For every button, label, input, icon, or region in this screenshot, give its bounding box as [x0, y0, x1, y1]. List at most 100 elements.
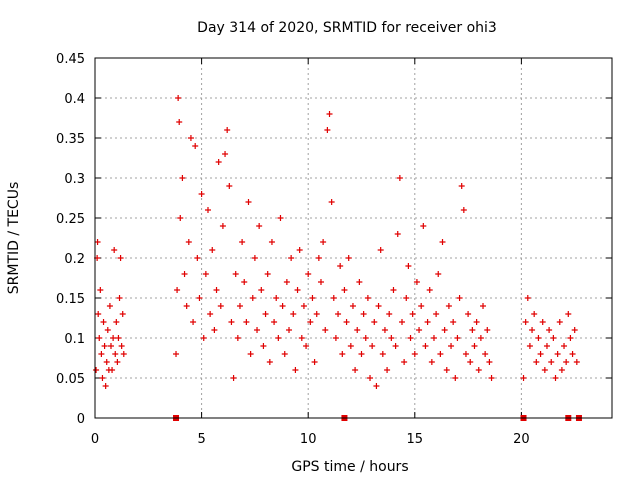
data-point: [113, 319, 120, 325]
data-point: [352, 367, 359, 373]
chart-title: Day 314 of 2020, SRMTID for receiver ohi…: [197, 20, 497, 36]
data-point: [339, 351, 346, 357]
data-point: [112, 351, 119, 357]
data-point: [475, 367, 482, 373]
data-point: [264, 271, 271, 277]
data-point: [198, 191, 205, 197]
data-point: [443, 367, 450, 373]
data-point: [243, 319, 250, 325]
data-point: [196, 295, 203, 301]
data-point: [222, 151, 229, 157]
data-point: [330, 295, 337, 301]
data-point: [190, 319, 197, 325]
data-point: [373, 383, 380, 389]
data-point: [279, 303, 286, 309]
data-point: [110, 335, 117, 341]
data-point: [256, 223, 263, 229]
data-point: [360, 311, 367, 317]
data-point: [209, 247, 216, 253]
data-point: [558, 367, 565, 373]
data-point: [543, 343, 550, 349]
grid: [95, 58, 612, 418]
data-point: [471, 343, 478, 349]
data-point: [407, 335, 414, 341]
data-point: [573, 359, 580, 365]
data-point: [367, 375, 374, 381]
data-point: [460, 207, 467, 213]
data-point: [345, 255, 352, 261]
data-point: [192, 143, 199, 149]
x-axis-label: GPS time / hours: [291, 459, 408, 475]
data-point: [177, 215, 184, 221]
data-point: [392, 343, 399, 349]
data-point: [550, 335, 557, 341]
data-point: [202, 271, 209, 277]
data-point: [524, 295, 531, 301]
data-point: [245, 199, 252, 205]
data-point: [422, 343, 429, 349]
data-point: [94, 239, 101, 245]
data-point: [531, 311, 538, 317]
x-tick-label: 5: [197, 432, 205, 447]
data-point: [290, 311, 297, 317]
data-point: [106, 303, 113, 309]
data-point: [405, 263, 412, 269]
data-point: [307, 319, 314, 325]
data-point: [537, 351, 544, 357]
data-point: [356, 279, 363, 285]
data-point: [185, 239, 192, 245]
data-point: [305, 271, 312, 277]
data-point: [369, 343, 376, 349]
x-tick-label: 15: [407, 432, 424, 447]
data-point: [309, 295, 316, 301]
data-point: [401, 359, 408, 365]
data-point: [175, 95, 182, 101]
data-point: [294, 287, 301, 293]
data-point: [107, 343, 114, 349]
data-point: [109, 367, 116, 373]
data-point: [448, 343, 455, 349]
data-point: [522, 319, 529, 325]
data-point: [520, 375, 527, 381]
data-point: [326, 111, 333, 117]
data-point: [181, 271, 188, 277]
data-point: [565, 311, 572, 317]
data-point: [311, 359, 318, 365]
data-point: [381, 327, 388, 333]
data-point: [234, 335, 241, 341]
data-point: [213, 287, 220, 293]
y-tick-label: 0.15: [56, 292, 85, 307]
data-point: [117, 255, 124, 261]
data-point: [526, 343, 533, 349]
data-point: [215, 159, 222, 165]
data-point: [228, 319, 235, 325]
data-point: [426, 287, 433, 293]
data-point: [563, 359, 570, 365]
data-point: [174, 287, 181, 293]
data-point: [320, 239, 327, 245]
data-point: [258, 287, 265, 293]
data-point: [556, 319, 563, 325]
data-point: [533, 359, 540, 365]
data-point: [454, 335, 461, 341]
data-point: [539, 319, 546, 325]
data-point: [173, 351, 180, 357]
y-tick-label: 0.05: [56, 372, 85, 387]
data-point: [358, 351, 365, 357]
data-point: [411, 351, 418, 357]
data-point: [226, 183, 233, 189]
data-point: [469, 327, 476, 333]
data-point: [569, 351, 576, 357]
data-point: [337, 263, 344, 269]
data-point: [176, 119, 183, 125]
data-point: [187, 135, 194, 141]
data-point: [413, 279, 420, 285]
data-point: [554, 351, 561, 357]
data-point: [430, 335, 437, 341]
data-point: [482, 351, 489, 357]
y-tick-label: 0.45: [56, 52, 85, 67]
data-point: [114, 359, 121, 365]
data-point: [98, 351, 105, 357]
data-point: [335, 311, 342, 317]
plot-frame: [94, 57, 613, 419]
